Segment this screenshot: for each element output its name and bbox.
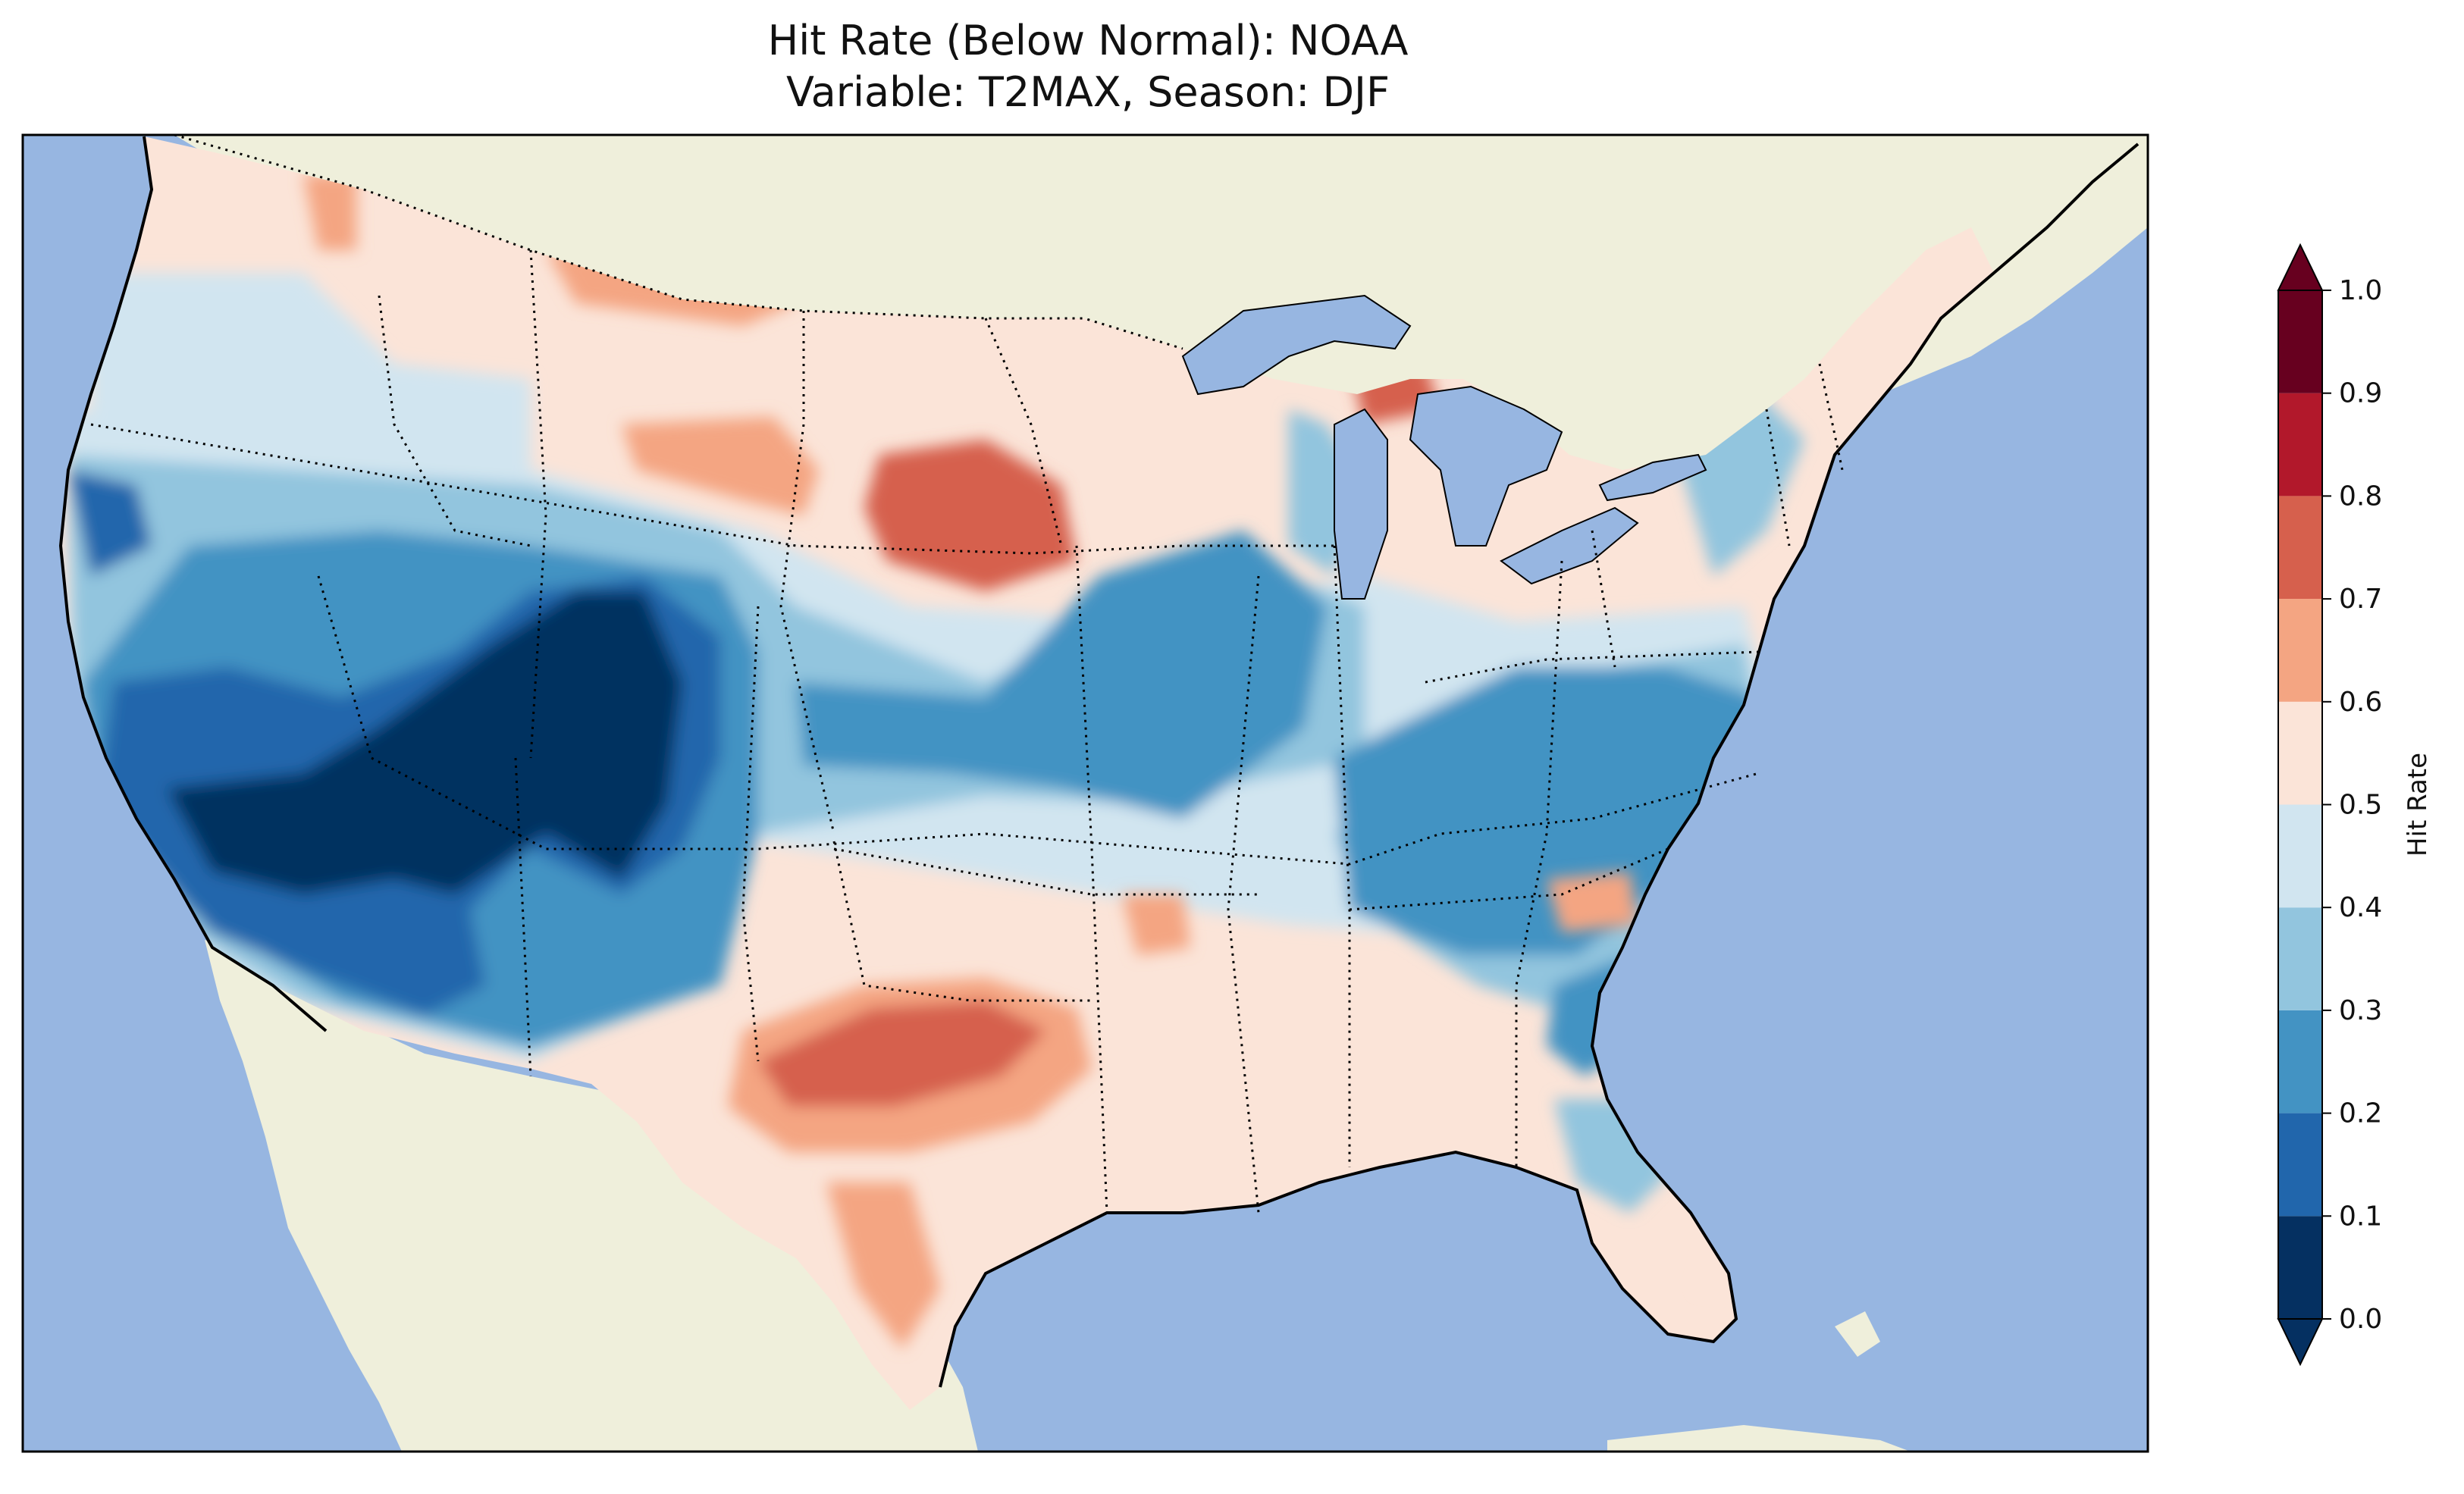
colorbar-tick-label-5: 0.5 — [2339, 790, 2382, 821]
colorbar-bin-7 — [2278, 496, 2322, 600]
colorbar-bin-9 — [2278, 290, 2322, 393]
island — [1835, 1311, 1880, 1357]
lake-ontario — [1598, 453, 1707, 502]
map-frame — [21, 133, 2149, 1453]
colorbar-tick-label-1: 0.1 — [2339, 1201, 2382, 1232]
colorbar-under-triangle — [2277, 1318, 2324, 1367]
colorbar-bin-8 — [2278, 393, 2322, 496]
colorbar-label: Hit Rate — [2403, 753, 2433, 857]
colorbar-tick-label-0: 0.0 — [2339, 1304, 2382, 1335]
colorbar-bin-6 — [2278, 599, 2322, 702]
colorbar-bin-2 — [2278, 1010, 2322, 1113]
colorbar-tick-label-7: 0.7 — [2339, 584, 2382, 615]
colorbar-tick-label-6: 0.6 — [2339, 687, 2382, 718]
lake-huron — [1409, 385, 1563, 547]
colorbar-tick-label-8: 0.8 — [2339, 481, 2382, 512]
colorbar-tick-label-10: 1.0 — [2339, 275, 2382, 306]
colorbar-tick-label-4: 0.4 — [2339, 892, 2382, 923]
colorbar-bin-0 — [2278, 1216, 2322, 1319]
colorbar-tick-label-9: 0.9 — [2339, 378, 2382, 409]
cuba-land — [1607, 1425, 1911, 1452]
baja-peninsula — [227, 985, 425, 1410]
colorbar-bin-1 — [2278, 1113, 2322, 1217]
colorbar-tick-label-3: 0.3 — [2339, 995, 2382, 1026]
lake-erie — [1500, 506, 1639, 585]
colorbar-bin-4 — [2278, 804, 2322, 908]
chart-title-line-2: Variable: T2MAX, Season: DJF — [785, 68, 1390, 116]
colorbar-tick-label-2: 0.2 — [2339, 1098, 2382, 1129]
state-borders — [90, 135, 1844, 1214]
colorbar-over-triangle — [2277, 243, 2324, 291]
hit-rate-field — [61, 136, 1994, 1410]
lake-superior — [1181, 294, 1412, 396]
colorbar-bin-5 — [2278, 701, 2322, 805]
lake-michigan — [1334, 408, 1388, 600]
pacific-coastline — [58, 136, 328, 1032]
colorbar-bin-3 — [2278, 907, 2322, 1010]
atlantic-gulf-coastline — [939, 143, 2140, 1388]
chart-title-line-1: Hit Rate (Below Normal): NOAA — [767, 17, 1409, 64]
